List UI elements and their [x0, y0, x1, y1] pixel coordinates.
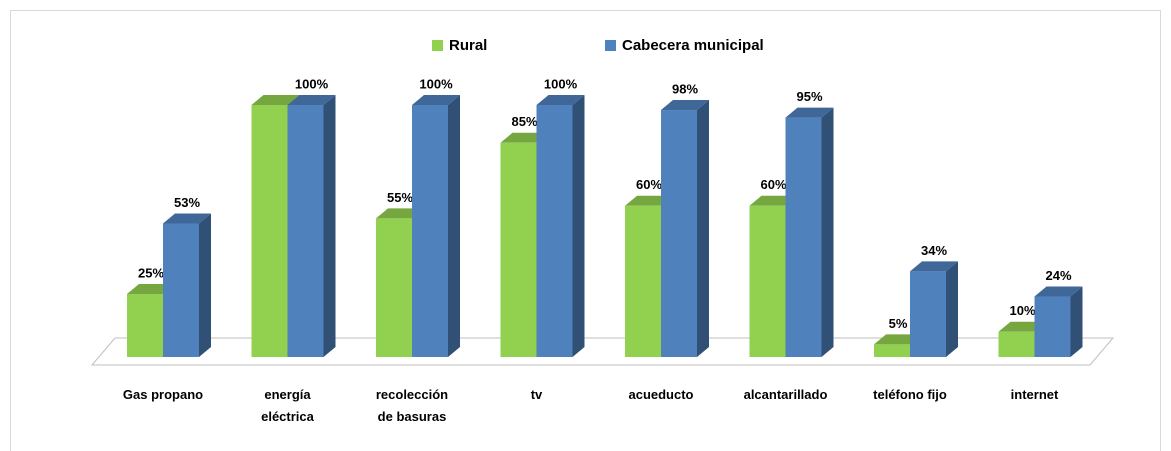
- bar: [910, 271, 946, 357]
- data-label: 60%: [636, 177, 662, 192]
- bar-top: [412, 95, 460, 105]
- data-label: 24%: [1045, 268, 1071, 283]
- bar: [625, 205, 661, 357]
- bar: [1034, 296, 1071, 357]
- bar-top: [536, 95, 585, 105]
- x-tick-label: tv: [530, 387, 543, 402]
- bar-side: [199, 213, 211, 357]
- bar: [785, 117, 822, 357]
- x-tick-label: teléfono fijo: [873, 387, 947, 402]
- bar: [874, 344, 910, 357]
- bar-top: [785, 107, 834, 118]
- bar-top: [661, 100, 709, 111]
- data-label: 53%: [174, 195, 200, 210]
- bar: [251, 105, 288, 357]
- data-label: 25%: [138, 265, 164, 280]
- bar-side: [1070, 286, 1083, 357]
- x-tick-label: Gas propano: [122, 387, 204, 402]
- bar-top: [251, 95, 300, 105]
- bar-top: [910, 261, 958, 272]
- data-label: 100%: [419, 76, 453, 91]
- x-tick-label: acueducto: [628, 387, 694, 402]
- data-label: 34%: [921, 243, 947, 258]
- bar: [163, 223, 199, 357]
- bar: [749, 205, 786, 357]
- data-label: 55%: [387, 190, 413, 205]
- data-label: 10%: [1009, 303, 1035, 318]
- frame: [10, 10, 1161, 451]
- bar-top: [287, 95, 336, 105]
- bar-top: [1034, 286, 1083, 297]
- bar: [376, 218, 412, 357]
- data-label: 100%: [295, 76, 329, 91]
- bar: [500, 142, 537, 357]
- x-tick-label: recolección de basuras: [375, 387, 449, 424]
- data-label: 98%: [672, 81, 698, 96]
- bar-side: [572, 95, 585, 357]
- bar: [287, 105, 324, 357]
- x-tick-label: alcantarillado: [743, 387, 828, 402]
- bar: [661, 110, 697, 357]
- bar-side: [946, 261, 958, 357]
- bar-side: [323, 95, 336, 357]
- legend-swatch: [432, 40, 443, 51]
- x-tick-label: internet: [1010, 387, 1059, 402]
- data-label: 60%: [760, 177, 786, 192]
- data-label: 100%: [544, 76, 578, 91]
- legend-swatch: [605, 40, 616, 51]
- bar-top: [163, 213, 211, 224]
- bar: [998, 331, 1035, 357]
- floor: [90, 337, 1115, 366]
- bar: [536, 105, 573, 357]
- data-label: 95%: [796, 89, 822, 104]
- legend-label: Rural: [449, 37, 487, 54]
- legend-label: Cabecera municipal: [622, 37, 764, 54]
- data-label: 5%: [889, 316, 908, 331]
- bar-side: [697, 100, 709, 357]
- bar: [412, 105, 448, 357]
- bar: [127, 294, 163, 357]
- bar-side: [821, 107, 834, 357]
- x-tick-label: energía eléctrica: [261, 387, 314, 424]
- data-label: 85%: [511, 114, 537, 129]
- bar-side: [448, 95, 460, 357]
